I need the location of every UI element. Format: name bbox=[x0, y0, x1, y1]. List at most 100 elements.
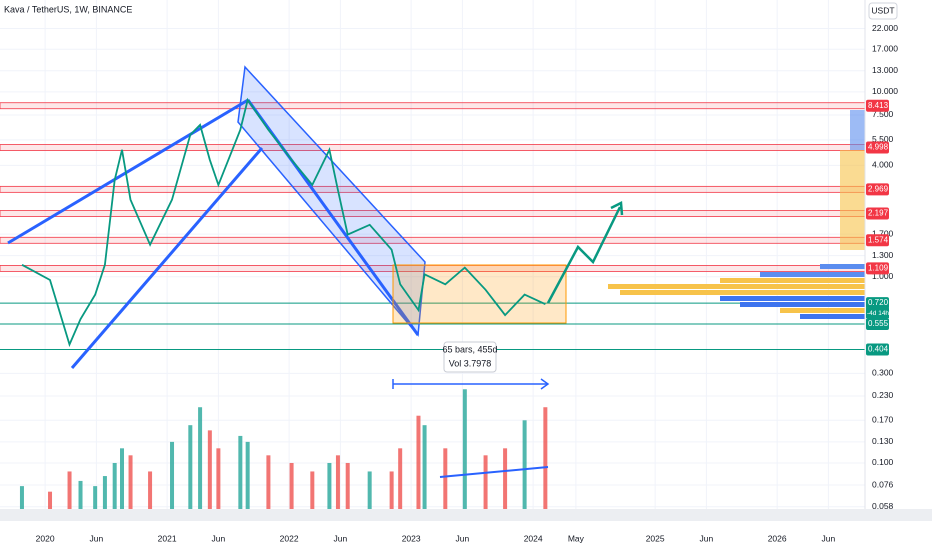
level-label: 2.969 bbox=[868, 184, 889, 193]
volume-bar bbox=[170, 441, 175, 513]
price-line bbox=[21, 97, 546, 348]
symbol-title: Kava / TetherUS, 1W, BINANCE bbox=[4, 4, 132, 14]
volume-bar bbox=[19, 486, 24, 513]
volume-bar bbox=[389, 471, 394, 513]
measure-text: Vol 3.7978 bbox=[449, 358, 492, 368]
level-band bbox=[0, 144, 866, 151]
x-tick-label: Jun bbox=[212, 533, 226, 543]
volume-bar bbox=[367, 471, 372, 513]
projection-arrow bbox=[546, 206, 622, 304]
x-tick-label: 2022 bbox=[280, 533, 299, 543]
volume-bar bbox=[310, 471, 315, 513]
y2-tick-label: 0.130 bbox=[872, 436, 894, 446]
volume-bar bbox=[120, 448, 125, 513]
x-tick-label: Jun bbox=[700, 533, 714, 543]
currency: USDT bbox=[871, 5, 894, 15]
trend-line bbox=[70, 147, 264, 369]
x-tick-label: 2023 bbox=[402, 533, 421, 543]
y-tick-label: 1.700 bbox=[872, 228, 894, 238]
arrow-head bbox=[610, 201, 624, 216]
x-tick-label: 2021 bbox=[158, 533, 177, 543]
y2-tick-label: 0.100 bbox=[872, 457, 894, 467]
volume-bar bbox=[522, 420, 527, 513]
countdown-tag bbox=[866, 308, 889, 319]
level-tag bbox=[866, 141, 889, 154]
volume-bar bbox=[188, 425, 193, 513]
y-tick-label: 13.000 bbox=[872, 65, 898, 75]
countdown: -4d 14h bbox=[867, 310, 889, 317]
level-label: 0.404 bbox=[868, 345, 889, 354]
y-tick-label: 22.000 bbox=[872, 23, 898, 33]
volume-bar bbox=[238, 435, 243, 513]
level-band bbox=[0, 102, 866, 110]
measure-box bbox=[443, 341, 497, 373]
x-tick-label: Jun bbox=[334, 533, 348, 543]
level-tag bbox=[866, 183, 889, 196]
volume-bar bbox=[327, 462, 332, 513]
volume-bar bbox=[102, 476, 107, 513]
y-tick-label: 1.000 bbox=[872, 271, 894, 281]
level-label: 8.413 bbox=[868, 101, 889, 110]
volume bbox=[19, 389, 548, 513]
level-band bbox=[0, 210, 866, 217]
y-tick-label: 10.000 bbox=[872, 86, 898, 96]
volume-bar bbox=[345, 462, 350, 513]
y2-tick-label: 0.230 bbox=[872, 390, 894, 400]
range-box bbox=[392, 264, 567, 324]
volume-bar bbox=[48, 491, 53, 513]
volume-bar bbox=[503, 448, 508, 513]
volume-bar bbox=[398, 448, 403, 513]
price-axis bbox=[865, 0, 932, 550]
y2-tick-label: 0.058 bbox=[872, 501, 894, 511]
volume-bar bbox=[483, 455, 488, 513]
scrollbar bbox=[0, 509, 932, 521]
y-tick-label: 5.500 bbox=[872, 134, 894, 144]
level-label: 0.720 bbox=[868, 298, 889, 307]
level-label: 4.998 bbox=[868, 143, 889, 152]
volume-bar bbox=[198, 407, 203, 513]
axes: 22.000 17.000 13.000 10.000 7.500 5.500 4.000 1… bbox=[36, 23, 899, 543]
y-tick-label: 1.300 bbox=[872, 250, 894, 260]
volume-bar bbox=[462, 389, 467, 513]
y-tick-label: 7.500 bbox=[872, 109, 894, 119]
level-tag bbox=[866, 317, 889, 330]
y2-tick-label: 0.170 bbox=[872, 415, 894, 425]
volume-bar bbox=[67, 471, 72, 513]
level-tag bbox=[866, 262, 889, 275]
volume-bar bbox=[128, 455, 133, 513]
y-tick-label: 17.000 bbox=[872, 44, 898, 54]
volume-bar bbox=[543, 407, 548, 513]
volume-bar bbox=[78, 480, 83, 513]
volume-profile bbox=[608, 110, 865, 319]
y-tick-label: 0.300 bbox=[872, 368, 894, 378]
level-label: 1.574 bbox=[868, 235, 889, 244]
level-tag bbox=[866, 297, 889, 310]
measure-arrow bbox=[540, 378, 550, 390]
level-tag bbox=[866, 99, 889, 112]
x-tick-label: May bbox=[568, 533, 585, 543]
level-label: 2.197 bbox=[868, 209, 889, 218]
volume-bar bbox=[266, 455, 271, 513]
volume-bar bbox=[289, 462, 294, 513]
volume-bar bbox=[207, 430, 212, 513]
measure-text: 65 bars, 455d bbox=[442, 344, 497, 354]
x-tick-label: Jun bbox=[90, 533, 104, 543]
volume-bar bbox=[93, 486, 98, 513]
volume-bar bbox=[335, 455, 340, 513]
level-label: 1.109 bbox=[868, 264, 889, 273]
volume-bar bbox=[422, 425, 427, 513]
volume-bar bbox=[112, 462, 117, 513]
x-tick-label: 2020 bbox=[36, 533, 55, 543]
volume-bar bbox=[216, 448, 221, 513]
level-tag bbox=[866, 207, 889, 220]
grid bbox=[0, 0, 865, 513]
price bbox=[21, 97, 546, 348]
volume-trend bbox=[439, 466, 549, 478]
level-label: 0.555 bbox=[868, 319, 889, 328]
x-tick-label: Jun bbox=[456, 533, 470, 543]
x-tick-label: 2025 bbox=[646, 533, 665, 543]
volume-bar bbox=[443, 448, 448, 513]
level-tag bbox=[866, 343, 889, 356]
volume-bar bbox=[245, 441, 250, 513]
